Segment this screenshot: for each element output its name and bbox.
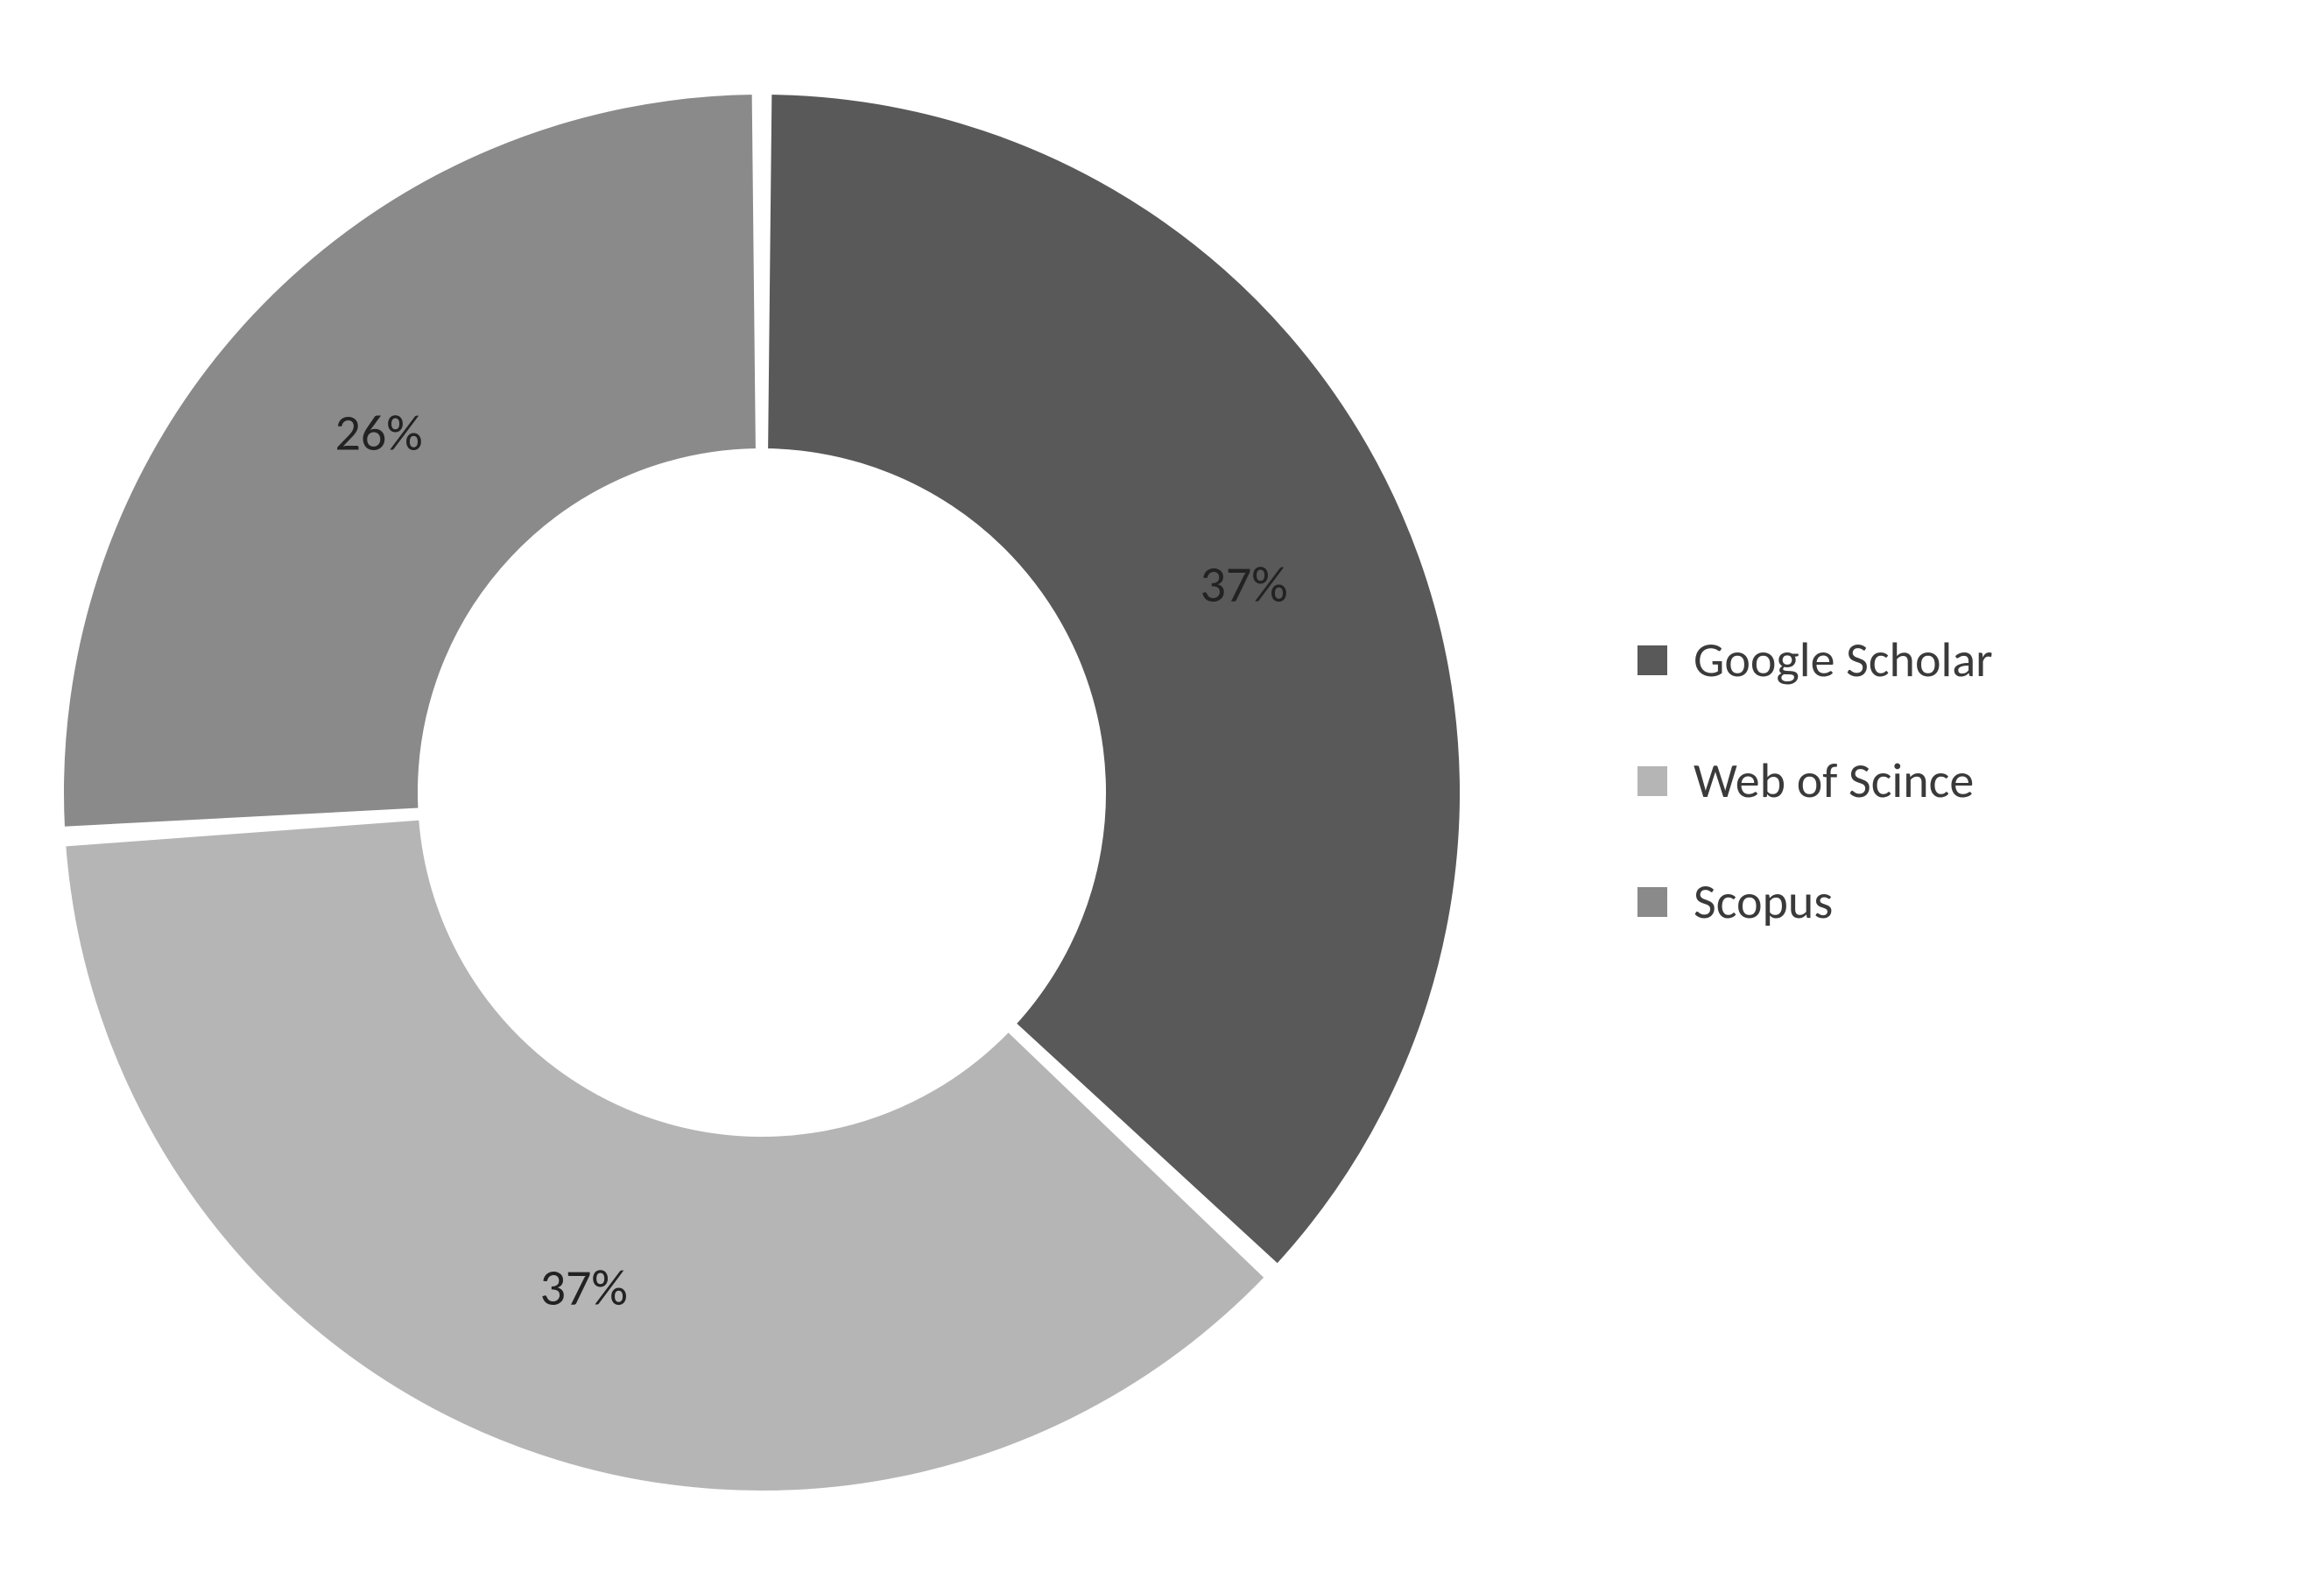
legend-swatch	[1637, 645, 1667, 675]
legend-item-web-of-scince: Web of Scince	[1637, 751, 1993, 811]
slice-label-scopus: 26%	[335, 402, 422, 464]
donut-chart: 37% 37% 26% Google Scholar Web of Scince Sco…	[0, 0, 2324, 1586]
legend-swatch	[1637, 766, 1667, 796]
legend-label: Scopus	[1694, 872, 1833, 932]
slice-label-web-of-scince: 37%	[540, 1256, 628, 1318]
legend-label: Google Scholar	[1694, 631, 1993, 690]
legend-label: Web of Scince	[1694, 751, 1974, 811]
legend: Google Scholar Web of Scince Scopus	[1637, 631, 1993, 932]
slice-google-scholar	[765, 92, 1462, 1266]
slice-label-google-scholar: 37%	[1201, 553, 1288, 615]
legend-item-google-scholar: Google Scholar	[1637, 631, 1993, 690]
legend-item-scopus: Scopus	[1637, 872, 1993, 932]
legend-swatch	[1637, 887, 1667, 917]
